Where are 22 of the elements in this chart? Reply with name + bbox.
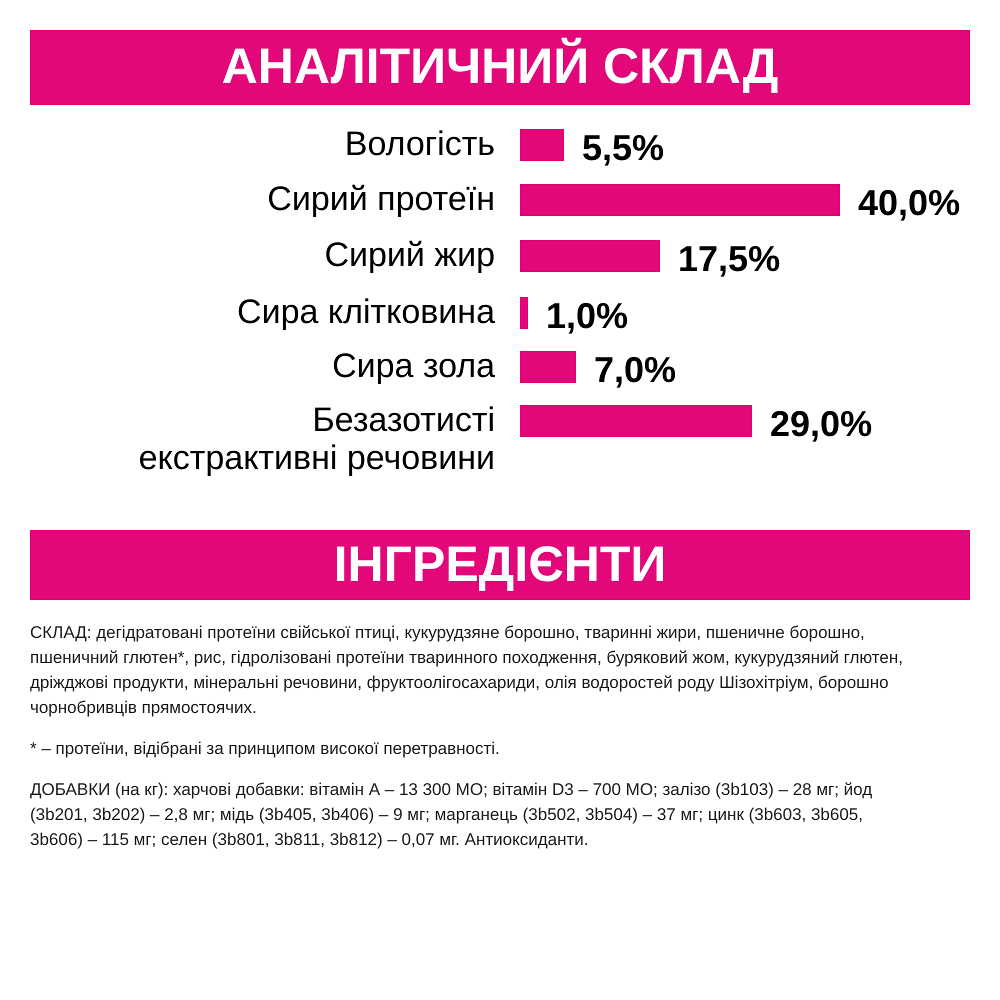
bar xyxy=(520,129,564,161)
data-label: 40,0% xyxy=(858,182,960,223)
bar xyxy=(520,405,752,437)
y-tick-label: Сирий протеїн xyxy=(267,180,495,218)
data-label: 17,5% xyxy=(678,238,780,279)
data-label: 1,0% xyxy=(546,295,628,336)
bar xyxy=(520,184,840,216)
data-label: 5,5% xyxy=(582,127,664,168)
text: ІНГРЕДІЄНТИ xyxy=(334,536,666,592)
bar xyxy=(520,351,576,383)
text: * – протеїни, відібрані за принципом високої перетравності. xyxy=(30,739,500,758)
chart-title: АНАЛІТИЧНИЙ СКЛАД xyxy=(222,37,778,94)
y-tick-label: Сира клітковина xyxy=(237,293,496,331)
text: ДОБАВКИ (на кг): харчові добавки: вітамін А – 13 300 МО; вітамін D3 – 700 МО; залізо (3b103) – 28 мг; йод (3b201, 3b202) – 2,8 мг; мідь (3b405, 3b406) – 9 мг; марганець (3b502, 3b504) – 37 мг; цинк (3b603, 3b605, 3b606) – 115 мг; селен (3b801, 3b811, 3b812) – 0,07 мг. Антиоксиданти. xyxy=(30,780,872,849)
data-label: 29,0% xyxy=(770,403,872,444)
data-label: 7,0% xyxy=(594,349,676,390)
y-tick-label: Безазотисті екстрактивні речовини xyxy=(138,401,495,477)
text: СКЛАД: дегідратовані протеїни свійської птиці, кукурудзяне борошно, тваринні жири, пшеничне борошно, пшеничний глютен*, рис, гідролізовані протеїни тваринного походження, буряковий жом, кукурудзяний глютен, дріжджові продукти, мінеральні речовини, фруктоолігосахариди, олія водоростей роду Шізохітріум, борошно чорнобривців прямостоячих. xyxy=(30,623,903,717)
y-tick-label: Сира зола xyxy=(332,347,496,385)
y-tick-label: Сирий жир xyxy=(324,236,495,274)
bar xyxy=(520,240,660,272)
y-tick-label: Вологість xyxy=(344,125,495,163)
